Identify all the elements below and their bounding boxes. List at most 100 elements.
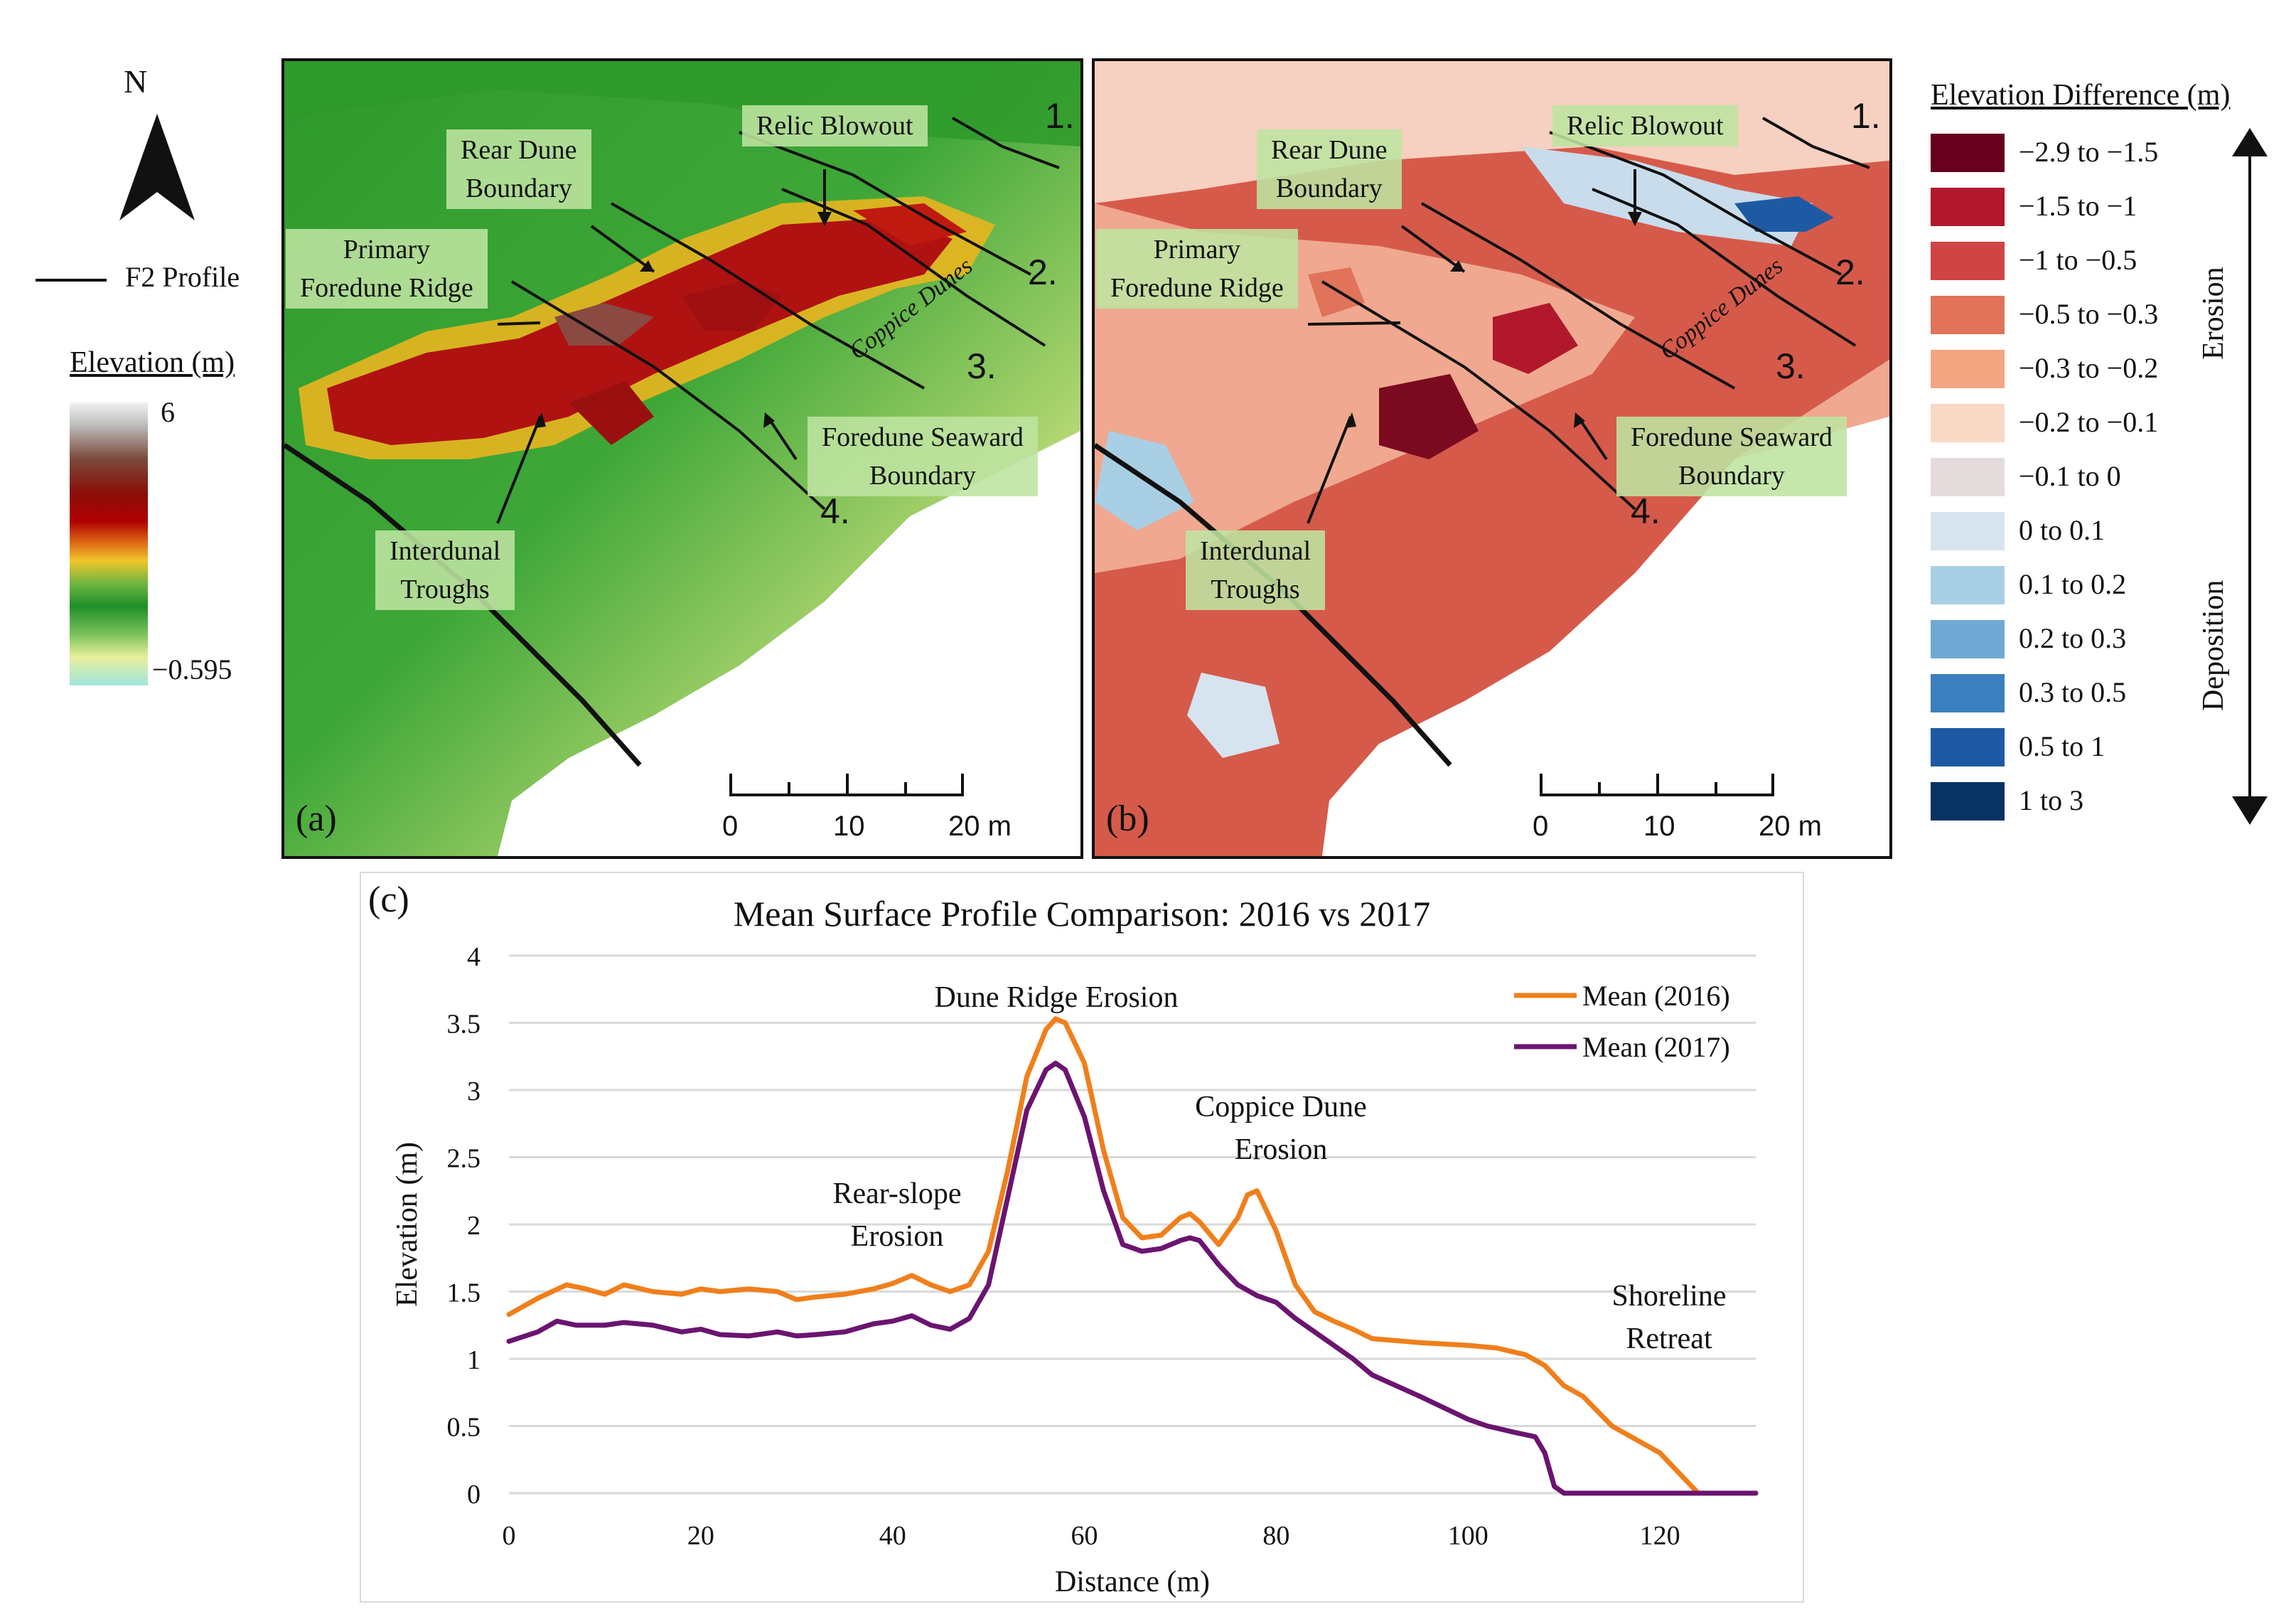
label-rear-dune-line1: Rear Dune — [1271, 135, 1388, 165]
elevation-color-ramp — [70, 402, 148, 685]
label-foredune-seaward-boundary: Foredune Seaward Boundary — [1616, 417, 1847, 496]
label-foredune-line1: Foredune Seaward — [822, 422, 1024, 452]
elevation-legend-title: Elevation (m) — [70, 346, 235, 379]
legend-swatch — [1931, 566, 2005, 604]
x-tick-label: 120 — [1640, 1521, 1680, 1551]
y-tick-label: 1 — [467, 1345, 481, 1375]
y-tick-label: 1.5 — [447, 1278, 481, 1308]
legend-class-label: 0.3 to 0.5 — [2019, 676, 2127, 708]
scale-a-tick-0: 0 — [722, 811, 739, 842]
legend-class-label: 0 to 0.1 — [2019, 514, 2105, 546]
label-foredune-line2: Boundary — [1678, 461, 1785, 491]
y-tick-label: 0 — [467, 1480, 481, 1510]
annotation-dune-ridge-erosion: Dune Ridge Erosion — [935, 981, 1179, 1014]
profile-label-3: 3. — [1776, 346, 1806, 386]
legend-swatch — [1931, 350, 2005, 388]
label-foredune-line1: Foredune Seaward — [1631, 422, 1833, 452]
legend-class-label: 1 to 3 — [2019, 784, 2084, 816]
scale-b-tick-0: 0 — [1533, 811, 1549, 842]
f2-profile-label: F2 Profile — [125, 261, 240, 293]
label-foredune-line2: Boundary — [869, 461, 976, 491]
y-tick-label: 3.5 — [447, 1010, 481, 1040]
map-panel-a: Relic Blowout Rear Dune Boundary Primary… — [281, 58, 1083, 859]
legend-swatch — [1931, 404, 2005, 442]
elevation-min-label: −0.595 — [152, 653, 232, 685]
label-interdunal-troughs: Interdunal Troughs — [375, 530, 515, 610]
legend-class-label: −1.5 to −1 — [2019, 190, 2137, 222]
legend-label: Mean (2017) — [1582, 1031, 1730, 1063]
label-rear-dune-line1: Rear Dune — [461, 135, 577, 165]
profile-label-2: 2. — [1835, 252, 1865, 292]
annotation-coppice-dune-line2: Erosion — [1235, 1133, 1328, 1166]
scale-a-tick-10: 10 — [833, 811, 865, 842]
diff-legend-title: Elevation Difference (m) — [1931, 79, 2231, 112]
label-primary-line1: Primary — [343, 235, 431, 265]
x-axis-label: Distance (m) — [1055, 1566, 1210, 1598]
label-relic-blowout: Relic Blowout — [1552, 105, 1738, 146]
series-line-2017 — [506, 1060, 1759, 1496]
annotation-coppice-dune: Coppice Dune — [1195, 1091, 1366, 1123]
y-axis-label: Elevation (m) — [391, 1142, 424, 1307]
legend-swatch — [1931, 296, 2005, 334]
erosion-deposition-arrow-icon — [2232, 128, 2268, 825]
label-primary-line2: Foredune Ridge — [1110, 273, 1284, 303]
legend-swatch — [1931, 188, 2005, 226]
label-rear-dune-boundary: Rear Dune Boundary — [446, 129, 591, 209]
profile-label-4: 4. — [820, 491, 850, 531]
profile-label-2: 2. — [1028, 252, 1058, 292]
panel-c-letter: (c) — [368, 880, 409, 920]
legend-swatch — [1931, 458, 2005, 496]
scale-bar-a — [729, 774, 964, 796]
label-primary-line1: Primary — [1153, 235, 1241, 265]
x-tick-label: 60 — [1071, 1521, 1098, 1551]
chart-frame — [360, 872, 1804, 1603]
profile-label-1: 1. — [1045, 96, 1075, 136]
elevation-max-label: 6 — [161, 396, 175, 428]
legend-swatch — [1931, 674, 2005, 712]
map-panel-b: Relic Blowout Rear Dune Boundary Primary… — [1092, 58, 1892, 859]
label-interdunal-line2: Troughs — [400, 575, 490, 604]
x-tick-label: 100 — [1448, 1521, 1488, 1551]
label-interdunal-line1: Interdunal — [1200, 536, 1311, 566]
y-tick-label: 4 — [467, 942, 481, 972]
label-interdunal-line2: Troughs — [1211, 575, 1300, 604]
label-primary-line2: Foredune Ridge — [300, 273, 473, 303]
legend-class-label: 0.1 to 0.2 — [2019, 568, 2127, 600]
legend-class-label: 0.5 to 1 — [2019, 730, 2105, 762]
label-primary-foredune-ridge: Primary Foredune Ridge — [286, 229, 488, 309]
y-tick-label: 0.5 — [447, 1413, 481, 1443]
annotation-rear-slope: Rear-slope — [832, 1177, 961, 1210]
scale-b-tick-10: 10 — [1643, 811, 1675, 842]
x-tick-label: 20 — [687, 1521, 714, 1551]
scale-b-tick-20: 20 m — [1759, 811, 1822, 842]
profile-label-3: 3. — [967, 346, 997, 386]
x-tick-label: 40 — [879, 1521, 906, 1551]
label-primary-foredune-ridge: Primary Foredune Ridge — [1096, 229, 1298, 309]
y-tick-label: 3 — [467, 1077, 481, 1106]
label-rear-dune-boundary: Rear Dune Boundary — [1257, 129, 1402, 209]
legend-swatch — [1931, 620, 2005, 658]
legend-swatch — [1931, 134, 2005, 172]
legend-swatch — [1931, 782, 2005, 821]
legend-class-label: −0.3 to −0.2 — [2019, 352, 2159, 384]
legend-swatch — [1931, 242, 2005, 280]
profile-label-4: 4. — [1631, 491, 1661, 531]
label-foredune-seaward-boundary: Foredune Seaward Boundary — [808, 417, 1038, 496]
annotation-rear-slope-line2: Erosion — [851, 1220, 944, 1253]
y-tick-label: 2.5 — [447, 1144, 481, 1174]
label-interdunal-line1: Interdunal — [390, 536, 501, 566]
legend-swatch — [1931, 728, 2005, 766]
label-rear-dune-line2: Boundary — [465, 173, 572, 203]
legend-class-label: −1 to −0.5 — [2019, 244, 2137, 276]
erosion-label: Erosion — [2197, 267, 2230, 360]
deposition-label: Deposition — [2197, 579, 2230, 711]
scale-bar-b — [1540, 774, 1774, 796]
series-line-2016 — [506, 1016, 1759, 1496]
legend-class-label: −0.5 to −0.3 — [2019, 298, 2159, 330]
chart-title: Mean Surface Profile Comparison: 2016 vs… — [733, 894, 1431, 934]
legend-class-label: −0.1 to 0 — [2019, 460, 2121, 492]
x-tick-label: 0 — [503, 1521, 516, 1551]
label-rear-dune-line2: Boundary — [1275, 173, 1383, 203]
north-arrow-icon — [119, 114, 195, 220]
label-interdunal-troughs: Interdunal Troughs — [1186, 530, 1326, 610]
